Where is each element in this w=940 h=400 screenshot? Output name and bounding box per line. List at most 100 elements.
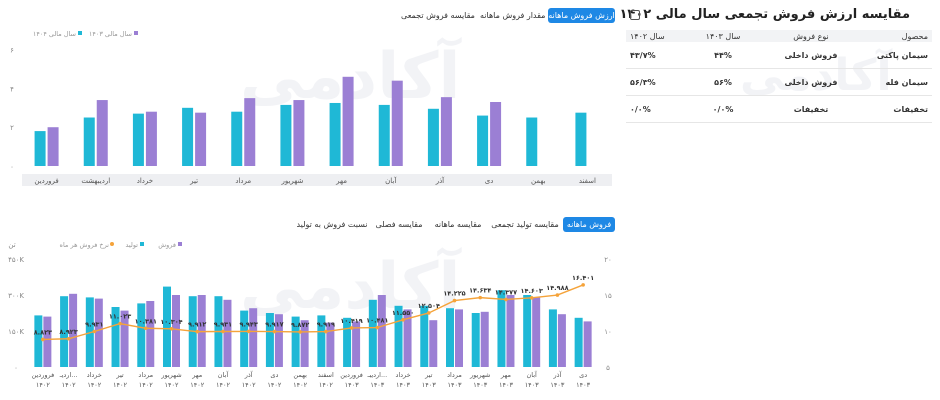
x-tick-year: ۱۴۰۲ [165, 381, 179, 389]
x-tick-label: تیر [189, 177, 198, 185]
bar-production [557, 314, 566, 367]
rate-point [375, 325, 380, 330]
x-tick-label: شهریور [280, 177, 303, 185]
x-tick-year: ۱۴۰۳ [345, 381, 359, 389]
y-right-tick-label: ۱۵ [604, 292, 612, 300]
x-tick-label: اسفند [579, 177, 596, 185]
table-header-row: سال ۱۴۰۲ سال ۱۴۰۳ نوع فروش محصول [626, 30, 932, 42]
rate-label: ۸.۸۲۳ [34, 328, 52, 336]
rate-point [298, 330, 302, 334]
rate-point [92, 329, 97, 334]
legend-swatch [140, 242, 144, 246]
table-cell: سیمان فله [865, 68, 932, 96]
x-tick-label: فروردین [340, 371, 363, 379]
rate-label: ۱۰.۴۸۱ [366, 317, 388, 325]
y-tick-label: ۲ [10, 124, 14, 132]
x-tick-label: دی [579, 371, 587, 379]
bar-production [172, 295, 180, 367]
bar-1403 [231, 111, 243, 166]
bar-1403 [34, 131, 46, 166]
x-tick-year: ۱۴۰۲ [190, 381, 204, 389]
bar-production [480, 311, 489, 367]
y-tick-label: ۶ [10, 47, 14, 55]
tab-sales-production-ratio[interactable]: نسبت فروش به تولید [296, 220, 368, 229]
rate-label: ۱۴.۶۰۳ [521, 287, 543, 295]
col-header: سال ۱۴۰۳ [689, 30, 757, 42]
bar-1404 [244, 98, 256, 166]
x-tick-label: تیر [424, 371, 433, 379]
bar-1403 [575, 112, 587, 166]
x-tick-year: ۱۴۰۳ [370, 381, 384, 389]
bar-1403 [83, 117, 95, 166]
x-tick-year: ۱۴۰۲ [267, 381, 281, 389]
bar-production [429, 320, 438, 367]
table-cell: ۰/۰% [689, 95, 757, 123]
rate-point [169, 327, 174, 331]
tab-monthly-sales-quantity[interactable]: مقدار فروش ماهانه [480, 11, 546, 20]
col-header: نوع فروش [757, 30, 865, 42]
rate-point [452, 298, 457, 303]
legend-swatch [178, 242, 182, 246]
x-tick-year: ۱۴۰۲ [36, 381, 50, 389]
x-tick-year: ۱۴۰۳ [473, 381, 487, 389]
rate-line [42, 284, 584, 341]
legend-label: سال مالی ۱۴۰۳ [89, 30, 132, 38]
bar-sales [497, 290, 506, 367]
table-row: ۵۶/۳% ۵۶% فروش داخلی سیمان فله [626, 68, 932, 96]
bar-production [403, 309, 412, 367]
tab-seasonal-compare[interactable]: مقایسه فصلی [375, 220, 423, 229]
x-tick-year: ۱۴۰۲ [216, 381, 230, 389]
x-tick-label: خرداد [87, 371, 102, 379]
rate-point [401, 318, 405, 322]
rate-point [195, 329, 200, 334]
x-tick-year: ۱۴۰۲ [113, 381, 127, 389]
monthly-sales-value-chart: سال مالی ۱۴۰۳ سال مالی ۱۴۰۴ ۰ ۲ ۴ ۶ اسفند بهمن د… [10, 30, 612, 186]
bar-1404 [490, 102, 502, 166]
rate-point [324, 329, 328, 334]
legend-swatch [110, 242, 114, 246]
rate-point [221, 329, 225, 334]
tab-monthly-sales[interactable]: فروش ماهانه [563, 217, 615, 232]
rate-point [246, 329, 251, 334]
bar-1403 [280, 104, 292, 166]
table-row: ۴۳/۷% ۴۴% فروش داخلی سیمان پاکتی [626, 42, 932, 69]
rate-point [529, 296, 534, 300]
bar-production [146, 301, 155, 367]
x-tick-year: ۱۴۰۲ [62, 381, 76, 389]
x-tick-label: مرداد [138, 371, 153, 379]
fullscreen-icon[interactable] [630, 10, 640, 20]
bar-1403 [427, 108, 439, 166]
bar-sales [265, 313, 274, 367]
x-tick-label: تیر [115, 371, 124, 379]
x-axis-band [22, 174, 612, 186]
y-right-tick-label: ۱۰ [604, 328, 612, 336]
x-tick-label: خرداد [137, 177, 153, 185]
y-left-tick-label: ۳۰۰K [8, 292, 24, 300]
rate-label: ۱۴.۶۳۴ [469, 287, 491, 295]
x-tick-year: ۱۴۰۳ [576, 381, 590, 389]
rate-label: ۱۶.۴۰۱ [572, 274, 594, 282]
x-tick-year: ۱۴۰۳ [525, 381, 539, 389]
x-tick-label: آذر [552, 370, 562, 379]
bar-1403 [477, 115, 489, 166]
tab-cumulative-sales[interactable]: مقایسه فروش تجمعی [401, 11, 475, 20]
legend-label: سال مالی ۱۴۰۴ [33, 30, 76, 38]
bar-production [455, 309, 463, 367]
rate-label: ۱۱.۵۵۰ [392, 309, 414, 317]
bar-production [532, 297, 541, 367]
rate-label: ۱۲.۵۰۴ [418, 302, 440, 310]
bar-sales [368, 299, 377, 367]
tab-cumulative-production[interactable]: مقایسه تولید تجمعی [491, 220, 559, 229]
bar-1404 [293, 100, 305, 166]
x-tick-label: مرداد [447, 371, 462, 379]
tab-monthly-compare[interactable]: مقایسه ماهانه [434, 220, 482, 229]
bar-1404 [195, 112, 207, 166]
y-tick-label: ۰ [10, 163, 14, 171]
bar-1404 [342, 76, 354, 166]
x-tick-label: آبان [526, 370, 538, 379]
bar-production [583, 321, 592, 367]
x-tick-label: بهمن [531, 177, 546, 185]
rate-point [143, 326, 148, 331]
tab-monthly-sales-value[interactable]: ارزش فروش ماهانه [548, 8, 615, 23]
bar-sales [317, 315, 326, 367]
